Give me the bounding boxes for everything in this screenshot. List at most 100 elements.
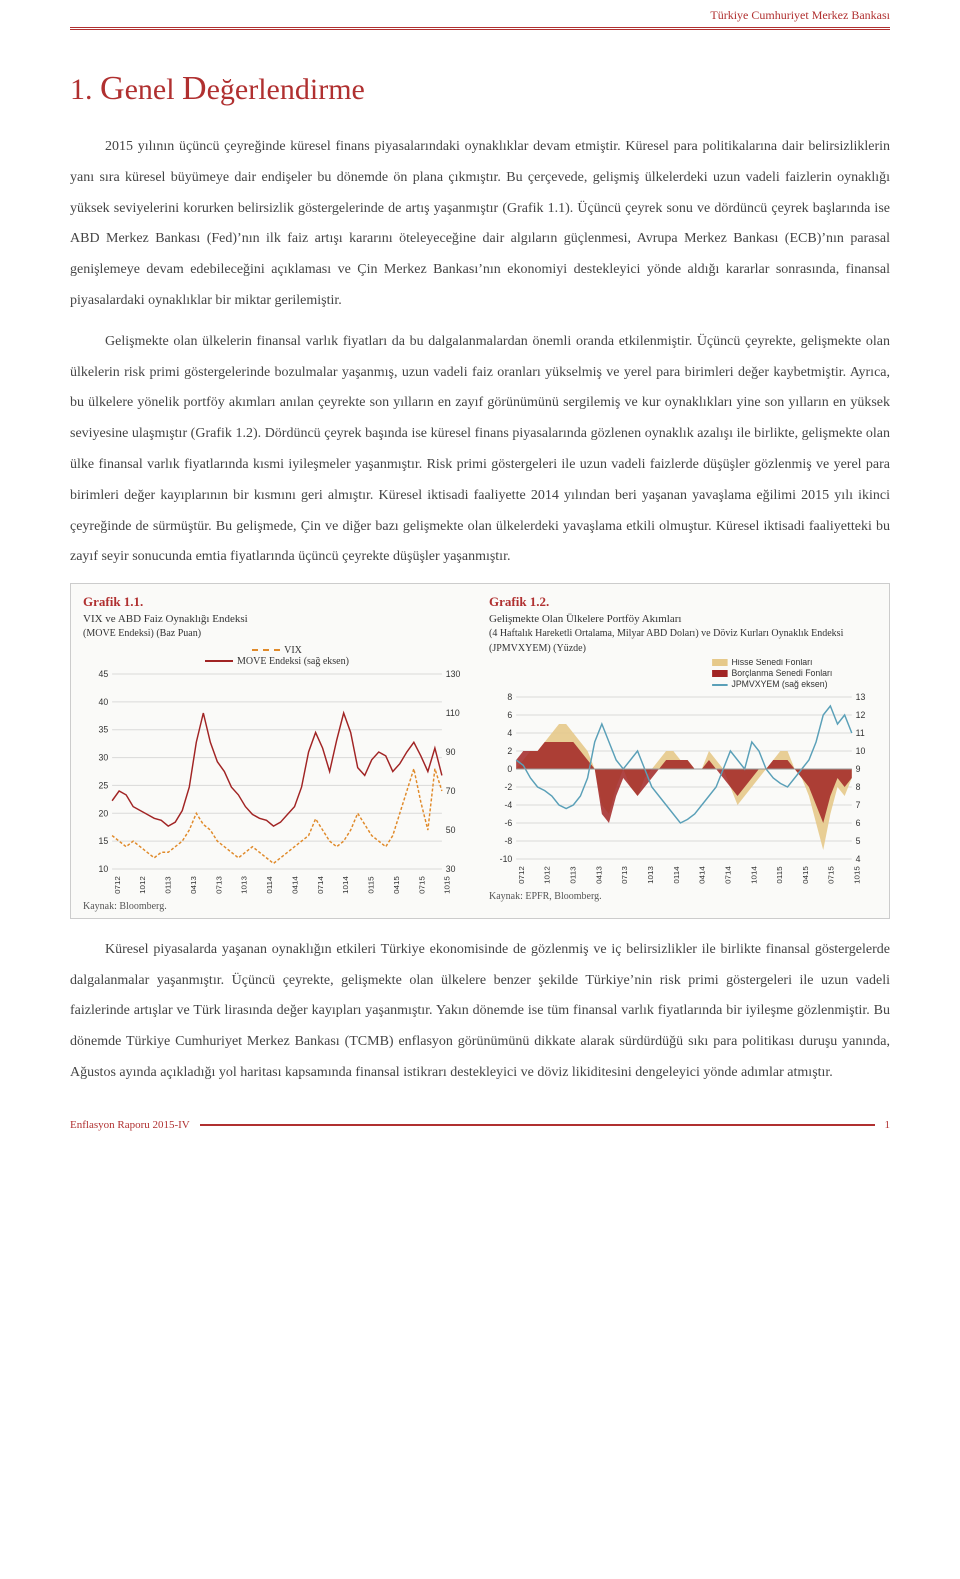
svg-text:30: 30	[99, 752, 109, 762]
svg-text:0712: 0712	[113, 876, 122, 894]
paragraph-1: 2015 yılının üçüncü çeyreğinde küresel f…	[70, 132, 890, 317]
svg-text:40: 40	[99, 696, 109, 706]
svg-text:8: 8	[507, 692, 512, 702]
move-swatch	[205, 660, 233, 662]
svg-text:1015: 1015	[443, 875, 452, 893]
svg-text:4: 4	[856, 854, 861, 864]
chart2-subtitle: Gelişmekte Olan Ülkelere Portföy Akımlar…	[489, 612, 877, 655]
chart1-source: Kaynak: Bloomberg.	[83, 901, 471, 912]
svg-text:7: 7	[856, 800, 861, 810]
header-rule	[70, 27, 890, 30]
chart1-legend: VIX MOVE Endeksi (sağ eksen)	[83, 645, 471, 667]
svg-text:6: 6	[856, 818, 861, 828]
svg-text:13: 13	[856, 692, 866, 702]
svg-text:0713: 0713	[214, 875, 223, 893]
svg-text:0713: 0713	[620, 866, 629, 884]
svg-text:0415: 0415	[801, 866, 810, 884]
footer-left: Enflasyon Raporu 2015-IV	[70, 1119, 190, 1131]
svg-text:0113: 0113	[164, 876, 173, 894]
svg-text:0413: 0413	[189, 875, 198, 893]
paragraph-2: Gelişmekte olan ülkelerin finansal varlı…	[70, 327, 890, 573]
svg-text:30: 30	[446, 864, 456, 874]
chart2-title: Grafik 1.2.	[489, 594, 877, 610]
chart2-source: Kaynak: EPFR, Bloomberg.	[489, 891, 877, 902]
svg-text:0714: 0714	[724, 866, 733, 884]
svg-text:2: 2	[507, 746, 512, 756]
svg-text:-2: -2	[505, 782, 513, 792]
svg-text:0115: 0115	[775, 866, 784, 884]
chart-2: Grafik 1.2. Gelişmekte Olan Ülkelere Por…	[489, 594, 877, 912]
svg-text:20: 20	[99, 808, 109, 818]
svg-text:0114: 0114	[265, 876, 274, 894]
svg-text:1015: 1015	[853, 866, 862, 884]
svg-text:-10: -10	[500, 854, 513, 864]
svg-text:1013: 1013	[646, 866, 655, 884]
svg-text:Hisse Senedi Fonları: Hisse Senedi Fonları	[732, 659, 813, 667]
svg-text:8: 8	[856, 782, 861, 792]
svg-text:0115: 0115	[367, 876, 376, 894]
svg-text:0: 0	[507, 764, 512, 774]
svg-text:-8: -8	[505, 836, 513, 846]
chart2-plot: Hisse Senedi FonlarıBorçlanma Senedi Fon…	[489, 659, 877, 889]
svg-text:0413: 0413	[594, 866, 603, 884]
svg-text:90: 90	[446, 747, 456, 757]
svg-text:0414: 0414	[291, 875, 300, 893]
footer-rule	[200, 1124, 875, 1126]
svg-text:-4: -4	[505, 800, 513, 810]
chart1-sub1: VIX ve ABD Faiz Oynaklığı Endeksi	[83, 613, 248, 625]
svg-text:4: 4	[507, 728, 512, 738]
title-d: D	[182, 70, 207, 107]
svg-text:-6: -6	[505, 818, 513, 828]
paragraph-3: Küresel piyasalarda yaşanan oynaklığın e…	[70, 935, 890, 1089]
vix-swatch	[252, 649, 280, 651]
charts-container: Grafik 1.1. VIX ve ABD Faiz Oynaklığı En…	[70, 583, 890, 919]
svg-text:35: 35	[99, 724, 109, 734]
chart2-sub2: (4 Haftalık Hareketli Ortalama, Milyar A…	[489, 628, 843, 653]
svg-text:0715: 0715	[827, 866, 836, 884]
title-part1: enel	[125, 73, 182, 106]
header-org: Türkiye Cumhuriyet Merkez Bankası	[70, 8, 890, 27]
title-number: 1.	[70, 73, 93, 106]
svg-text:0113: 0113	[569, 866, 578, 884]
page-footer: Enflasyon Raporu 2015-IV 1	[70, 1119, 890, 1131]
svg-text:5: 5	[856, 836, 861, 846]
svg-text:0714: 0714	[316, 875, 325, 893]
svg-text:1012: 1012	[138, 876, 147, 894]
svg-text:130: 130	[446, 669, 461, 679]
title-g: G	[100, 70, 125, 107]
chart-1: Grafik 1.1. VIX ve ABD Faiz Oynaklığı En…	[83, 594, 471, 912]
svg-text:0114: 0114	[672, 866, 681, 884]
page-number: 1	[885, 1119, 891, 1131]
svg-text:12: 12	[856, 710, 866, 720]
chart1-subtitle: VIX ve ABD Faiz Oynaklığı Endeksi (MOVE …	[83, 612, 471, 641]
legend-move: MOVE Endeksi (sağ eksen)	[237, 656, 349, 667]
svg-text:0715: 0715	[417, 875, 426, 893]
svg-text:70: 70	[446, 786, 456, 796]
chart1-title: Grafik 1.1.	[83, 594, 471, 610]
svg-text:0712: 0712	[517, 866, 526, 884]
svg-text:9: 9	[856, 764, 861, 774]
chart1-plot: 1015202530354045305070901101300712101201…	[83, 669, 471, 899]
svg-text:45: 45	[99, 669, 109, 679]
svg-text:1013: 1013	[240, 875, 249, 893]
svg-text:Borçlanma Senedi Fonları: Borçlanma Senedi Fonları	[732, 668, 833, 678]
svg-text:50: 50	[446, 825, 456, 835]
section-title: 1. Genel Değerlendirme	[70, 70, 890, 108]
svg-text:0414: 0414	[698, 866, 707, 884]
title-part2: eğerlendirme	[207, 73, 365, 106]
svg-text:6: 6	[507, 710, 512, 720]
svg-text:1012: 1012	[543, 866, 552, 884]
svg-text:110: 110	[446, 708, 460, 718]
svg-text:25: 25	[99, 780, 109, 790]
svg-text:1014: 1014	[341, 875, 350, 893]
svg-text:1014: 1014	[749, 866, 758, 884]
svg-text:0415: 0415	[392, 875, 401, 893]
chart2-sub1: Gelişmekte Olan Ülkelere Portföy Akımlar…	[489, 613, 681, 625]
svg-text:10: 10	[99, 864, 109, 874]
svg-text:10: 10	[856, 746, 866, 756]
svg-text:11: 11	[856, 728, 865, 738]
svg-text:15: 15	[99, 836, 109, 846]
legend-vix: VIX	[284, 645, 302, 656]
svg-text:JPMVXYEM (sağ eksen): JPMVXYEM (sağ eksen)	[732, 679, 828, 689]
chart1-sub2: (MOVE Endeksi) (Baz Puan)	[83, 628, 201, 639]
